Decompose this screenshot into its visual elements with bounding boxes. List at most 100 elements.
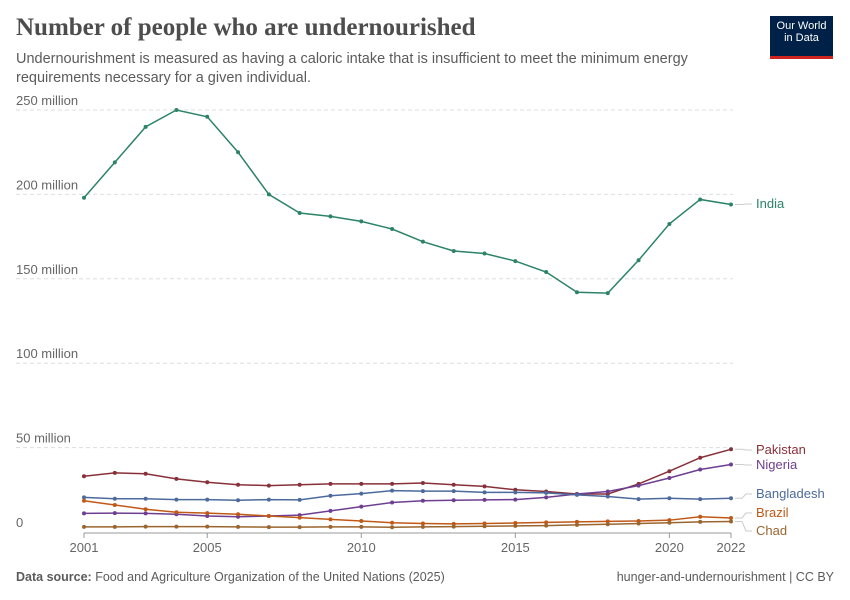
data-point: [359, 491, 364, 496]
data-point: [729, 447, 733, 452]
data-point: [236, 512, 241, 517]
label-connector: [735, 463, 752, 466]
data-point: [667, 469, 672, 474]
data-point: [451, 489, 456, 494]
x-tick-label: 2020: [655, 540, 684, 555]
source-text[interactable]: Food and Agriculture Organization of the…: [95, 570, 445, 584]
data-point: [544, 270, 549, 275]
x-tick-label: 2001: [70, 540, 99, 555]
data-point: [205, 513, 210, 518]
data-point: [544, 490, 549, 495]
data-point: [328, 508, 333, 513]
series-label-nigeria: Nigeria: [756, 457, 798, 472]
data-point: [297, 482, 302, 487]
series-line-bangladesh: [83, 489, 732, 502]
data-point: [544, 523, 549, 528]
data-point: [667, 520, 672, 525]
data-point: [451, 524, 456, 529]
data-point: [359, 504, 364, 509]
data-point: [297, 525, 302, 530]
data-point: [266, 497, 271, 502]
y-tick-label: 100 million: [16, 346, 78, 361]
data-point: [574, 492, 579, 497]
data-point: [420, 498, 425, 503]
data-point: [359, 519, 364, 524]
data-point: [698, 455, 703, 460]
y-tick-label: 250 million: [16, 93, 78, 108]
data-point: [482, 497, 487, 502]
data-point: [420, 239, 425, 244]
data-point: [390, 525, 395, 530]
data-source: Data source: Food and Agriculture Organi…: [16, 570, 445, 584]
data-point: [266, 192, 271, 197]
data-point: [328, 214, 333, 219]
data-point: [482, 524, 487, 529]
data-point: [729, 462, 733, 467]
data-point: [482, 484, 487, 489]
footer-license[interactable]: hunger-and-undernourishment | CC BY: [616, 570, 834, 584]
data-point: [82, 498, 86, 503]
data-point: [420, 481, 425, 486]
data-point: [451, 482, 456, 487]
owid-logo[interactable]: Our World in Data: [770, 16, 833, 59]
data-point: [667, 496, 672, 501]
data-point: [205, 497, 210, 502]
x-tick-label: 2010: [347, 540, 376, 555]
data-point: [513, 490, 518, 495]
data-point: [698, 497, 703, 502]
data-point: [605, 494, 610, 499]
data-point: [390, 500, 395, 505]
x-tick-label: 2015: [501, 540, 530, 555]
data-point: [390, 227, 395, 232]
label-connector: [735, 203, 752, 206]
data-point: [359, 524, 364, 529]
data-point: [143, 124, 148, 129]
logo-line1: Our World: [776, 20, 827, 32]
data-point: [451, 248, 456, 253]
data-point: [143, 507, 148, 512]
data-point: [82, 195, 86, 200]
data-point: [574, 290, 579, 295]
data-point: [112, 524, 117, 529]
data-point: [205, 511, 210, 516]
data-point: [143, 496, 148, 501]
data-point: [205, 524, 210, 529]
data-point: [328, 493, 333, 498]
chart-title: Number of people who are undernourished: [16, 14, 476, 41]
data-point: [667, 475, 672, 480]
data-point: [82, 495, 86, 500]
data-point: [636, 521, 641, 526]
data-point: [112, 470, 117, 475]
data-point: [605, 522, 610, 527]
data-point: [143, 471, 148, 476]
data-point: [390, 520, 395, 525]
data-point: [605, 489, 610, 494]
data-point: [482, 251, 487, 256]
data-point: [513, 259, 518, 264]
data-point: [574, 519, 579, 524]
data-point: [297, 210, 302, 215]
series-line-nigeria: [83, 463, 732, 518]
data-point: [328, 517, 333, 522]
label-connector: [735, 521, 752, 532]
x-tick-label: 2022: [717, 540, 746, 555]
data-point: [328, 481, 333, 486]
y-tick-label: 50 million: [16, 431, 71, 446]
series-line-brazil: [83, 500, 732, 525]
source-label: Data source:: [16, 570, 92, 584]
data-point: [698, 197, 703, 202]
data-point: [390, 481, 395, 486]
data-point: [636, 258, 641, 263]
data-point: [143, 511, 148, 516]
series-label-india: India: [756, 196, 785, 211]
data-point: [174, 524, 179, 529]
data-point: [174, 497, 179, 502]
data-point: [266, 525, 271, 530]
data-point: [112, 502, 117, 507]
data-point: [605, 519, 610, 524]
data-point: [328, 524, 333, 529]
data-point: [266, 483, 271, 488]
data-point: [82, 511, 86, 516]
